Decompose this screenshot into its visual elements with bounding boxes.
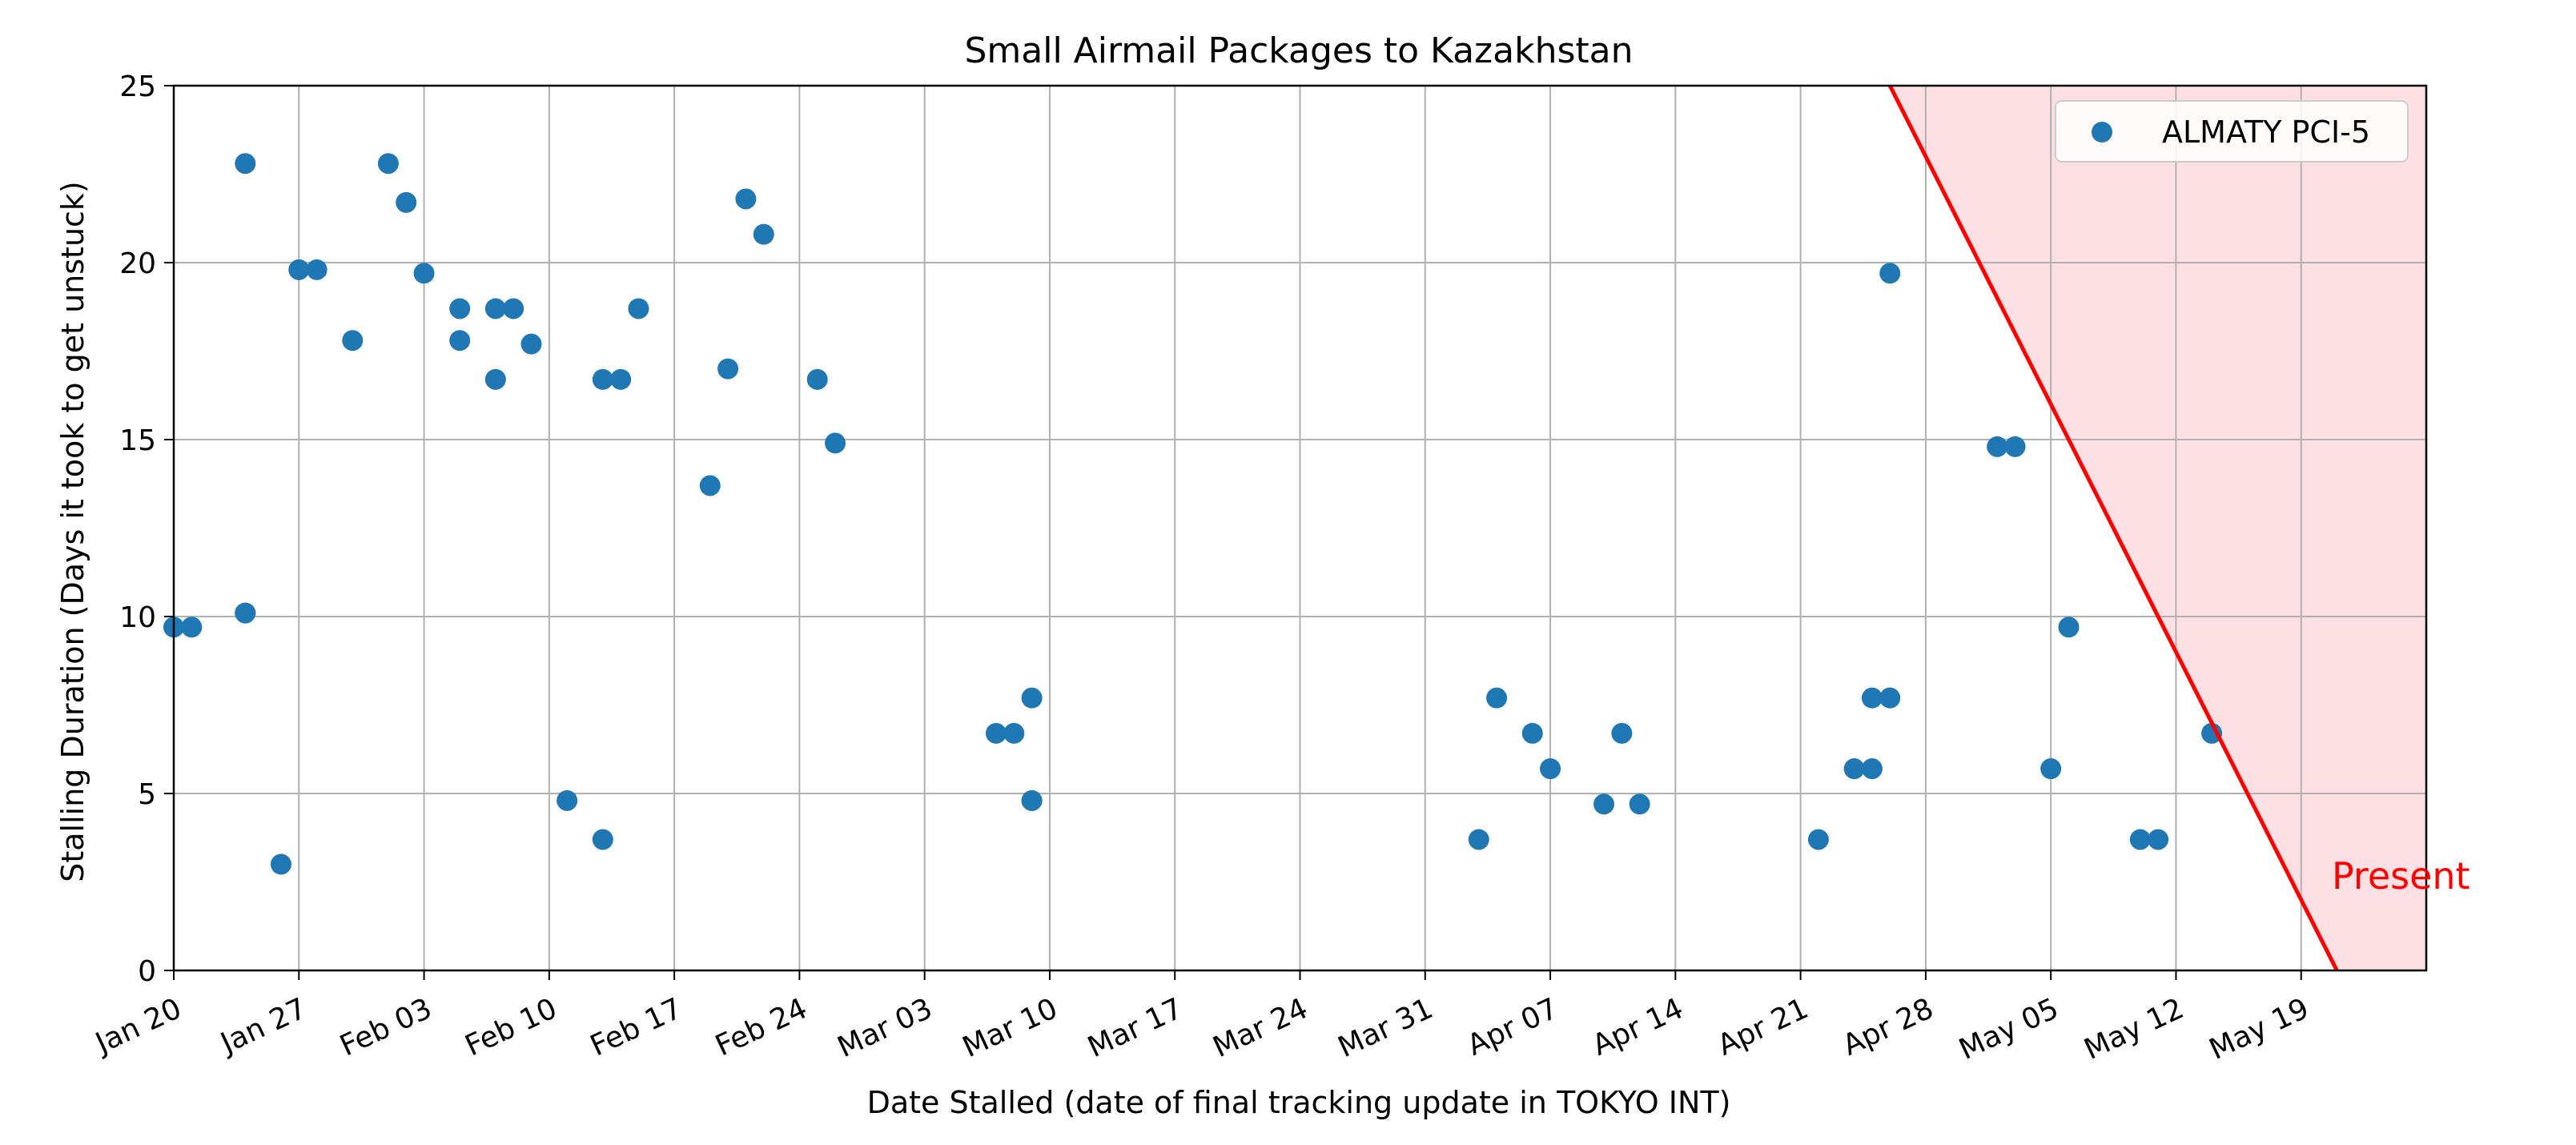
y-tick-label: 10 <box>119 601 156 634</box>
data-point <box>1879 687 1901 709</box>
data-point <box>484 298 506 319</box>
data-point <box>717 358 739 380</box>
data-point <box>377 153 399 175</box>
data-point <box>1861 758 1883 780</box>
data-point <box>306 259 328 280</box>
data-point <box>1003 722 1025 744</box>
data-point <box>557 789 578 811</box>
data-point <box>484 368 506 390</box>
data-point <box>520 333 542 355</box>
data-point <box>2040 758 2062 780</box>
legend: ALMATY PCI-5 <box>2055 100 2409 163</box>
data-point <box>1021 687 1043 709</box>
data-point <box>449 298 471 319</box>
present-region-shade <box>1890 86 2426 970</box>
data-point <box>699 475 721 496</box>
data-point <box>235 602 256 624</box>
data-point <box>413 263 435 284</box>
data-point <box>735 188 757 210</box>
data-point <box>396 191 417 213</box>
data-point <box>1486 687 1508 709</box>
present-region-layer <box>1890 86 2426 970</box>
data-point <box>270 854 291 875</box>
data-point <box>1629 793 1650 815</box>
x-axis-label: Date Stalled (date of final tracking upd… <box>867 1085 1731 1120</box>
data-point <box>592 368 613 390</box>
data-point <box>449 330 471 352</box>
present-line <box>1888 84 2339 972</box>
data-point <box>2058 617 2080 638</box>
present-annotation: Present <box>2332 854 2470 898</box>
data-point <box>288 259 310 280</box>
y-axis-label: Stalling Duration (Days it took to get u… <box>55 181 90 882</box>
legend-label-almaty: ALMATY PCI-5 <box>2162 114 2370 150</box>
data-point <box>2201 722 2223 744</box>
present-line-layer <box>1888 84 2339 972</box>
data-point <box>2129 829 2151 850</box>
data-point <box>1843 758 1865 780</box>
y-tick-label: 0 <box>138 955 156 988</box>
data-point <box>1021 789 1043 811</box>
data-point <box>503 298 524 319</box>
data-point <box>2004 436 2026 457</box>
data-point <box>825 432 846 454</box>
data-point <box>753 223 774 245</box>
points-layer <box>163 153 2223 875</box>
data-point <box>235 153 256 175</box>
y-tick-label: 15 <box>119 424 156 457</box>
legend-box <box>2055 100 2409 163</box>
data-point <box>2148 829 2169 850</box>
data-point <box>1540 758 1561 780</box>
data-point <box>1521 722 1543 744</box>
y-tick-label: 5 <box>138 778 156 811</box>
chart-title: Small Airmail Packages to Kazakhstan <box>964 30 1633 71</box>
data-point <box>1879 263 1901 284</box>
data-point <box>1593 793 1615 815</box>
data-point <box>592 829 613 850</box>
data-point <box>985 722 1007 744</box>
y-tick-label: 25 <box>119 70 156 103</box>
data-point <box>1987 436 2008 457</box>
data-point <box>1611 722 1633 744</box>
data-point <box>1807 829 1829 850</box>
data-point <box>628 298 649 319</box>
y-tick-label: 20 <box>119 247 156 280</box>
data-point <box>1468 829 1489 850</box>
data-point <box>181 617 203 638</box>
data-point <box>342 330 364 352</box>
data-point <box>610 368 632 390</box>
data-point <box>806 368 828 390</box>
legend-marker <box>2092 122 2112 143</box>
data-point <box>1861 687 1883 709</box>
